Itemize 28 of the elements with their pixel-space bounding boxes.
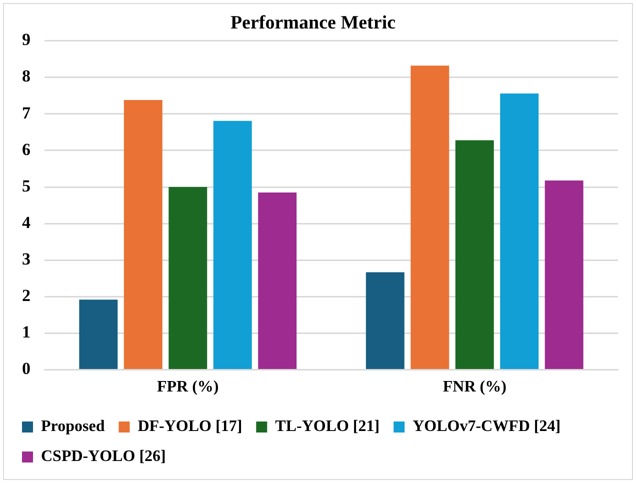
bar <box>500 93 539 370</box>
y-tick-label: 1 <box>22 322 30 342</box>
legend-label: DF-YOLO [17] <box>138 418 242 436</box>
legend-label: Proposed <box>41 418 105 436</box>
y-tick-label: 4 <box>22 212 31 232</box>
legend-label: YOLOv7-CWFD [24] <box>412 418 561 436</box>
bar <box>213 120 252 370</box>
y-tick-label: 2 <box>22 286 30 306</box>
bar <box>168 187 208 370</box>
y-tick-label: 3 <box>22 250 30 269</box>
y-tick-label: 8 <box>22 66 30 86</box>
y-tick-label: 9 <box>22 30 30 50</box>
y-tick-label: 7 <box>22 103 31 122</box>
y-tick-label: 5 <box>22 176 30 196</box>
bar <box>79 300 118 370</box>
legend-label: TL-YOLO [21] <box>275 418 380 436</box>
x-tick-label: FPR (%) <box>156 378 219 396</box>
bar <box>366 272 404 370</box>
x-tick-label: FNR (%) <box>442 378 506 396</box>
y-tick-label: 6 <box>22 140 30 159</box>
bar <box>124 100 162 370</box>
bar <box>410 66 450 370</box>
y-tick-label: 0 <box>22 359 30 378</box>
bar <box>455 140 494 370</box>
bar <box>258 192 297 370</box>
bar <box>544 180 584 370</box>
legend-label: CSPD-YOLO [26] <box>41 448 166 466</box>
chart-title: Performance Metric <box>230 12 396 34</box>
